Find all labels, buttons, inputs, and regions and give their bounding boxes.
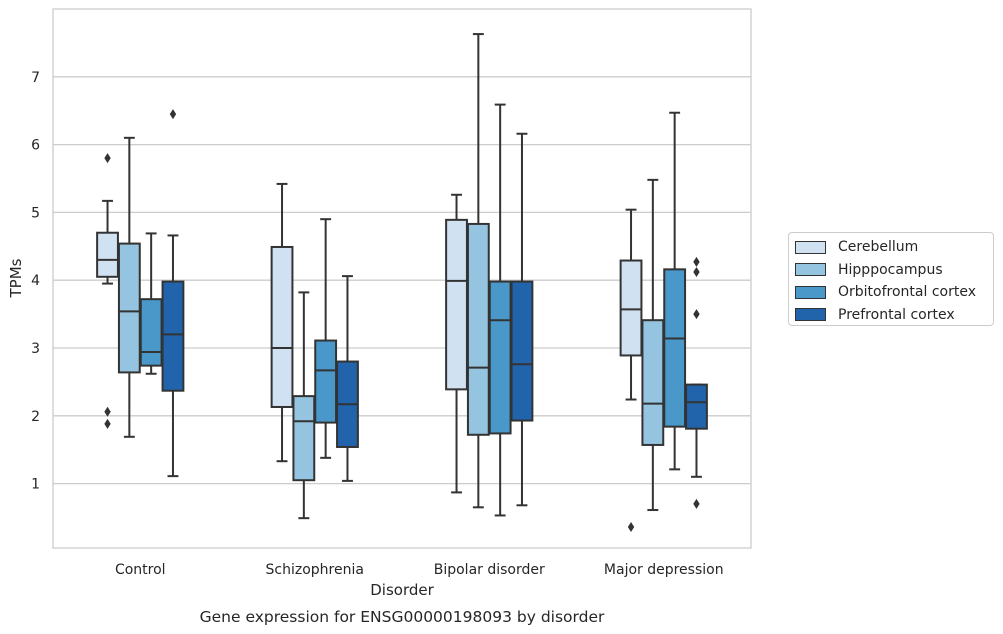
box — [445, 193, 468, 494]
box-body — [139, 298, 163, 367]
box-groups — [96, 33, 708, 532]
x-tick-label: Bipolar disorder — [434, 562, 545, 578]
box-body — [619, 259, 643, 357]
legend-label: Orbitofrontal cortex — [838, 284, 976, 301]
box — [336, 275, 359, 482]
outlier-point — [104, 153, 111, 164]
box-body — [641, 319, 665, 446]
chart-caption: Gene expression for ENSG00000198093 by d… — [200, 608, 605, 626]
x-axis-label: Disorder — [370, 581, 434, 599]
box-body — [488, 280, 512, 435]
x-tick-label: Major depression — [604, 562, 724, 578]
box-body — [314, 339, 338, 424]
legend: Cerebellum Hipppocampus Orbitofrontal cort… — [788, 232, 994, 326]
box — [161, 109, 185, 478]
box-body — [270, 245, 294, 408]
outlier-point — [693, 267, 700, 278]
box — [139, 232, 163, 375]
legend-label: Prefrontal cortex — [838, 306, 955, 323]
y-tick-label: 5 — [31, 205, 40, 221]
outlier-point — [693, 256, 700, 267]
y-tick-label: 4 — [31, 273, 40, 289]
box — [96, 153, 119, 429]
box — [466, 33, 490, 509]
legend-swatch — [795, 240, 826, 254]
box-body — [445, 218, 468, 391]
x-tick-label: Control — [115, 562, 166, 578]
box-group — [619, 111, 708, 532]
outlier-point — [693, 309, 700, 320]
box — [314, 218, 338, 459]
box-body — [161, 280, 185, 392]
box — [292, 291, 316, 520]
outlier-point — [169, 109, 177, 120]
outlier-point — [627, 521, 635, 532]
outlier-point — [104, 406, 111, 417]
y-axis-label: TPMs — [7, 258, 25, 298]
legend-swatch — [795, 263, 826, 277]
legend-item: Hipppocampus — [795, 259, 987, 282]
y-tick-label: 2 — [31, 409, 40, 425]
outlier-point — [693, 498, 700, 509]
legend-label: Hipppocampus — [838, 261, 943, 278]
y-tick-label: 7 — [31, 70, 40, 86]
box-body — [96, 231, 119, 278]
box — [488, 103, 512, 517]
box-body — [292, 395, 316, 482]
box — [641, 178, 665, 512]
box-body — [466, 222, 490, 436]
x-axis-ticks: Control Schizophrenia Bipolar disorder Majo… — [115, 562, 724, 578]
legend-swatch — [795, 308, 826, 322]
box — [510, 132, 534, 507]
outlier-point — [104, 418, 111, 429]
x-tick-label: Schizophrenia — [266, 562, 364, 578]
legend-item: Orbitofrontal cortex — [795, 281, 987, 304]
box — [685, 256, 708, 509]
y-tick-label: 3 — [31, 341, 40, 357]
legend-label: Cerebellum — [838, 239, 919, 256]
y-axis-ticks: 1 2 3 4 5 6 7 — [31, 70, 40, 493]
legend-swatch — [795, 285, 826, 299]
box-body — [685, 383, 708, 430]
box-body — [663, 268, 687, 428]
box — [117, 136, 141, 438]
legend-item: Cerebellum — [795, 236, 987, 259]
plot-frame — [52, 8, 752, 549]
box-body — [510, 280, 534, 422]
box-body — [117, 242, 141, 374]
legend-item: Prefrontal cortex — [795, 304, 987, 327]
box — [270, 182, 294, 463]
box-group — [96, 109, 185, 478]
box-group — [445, 33, 534, 517]
box — [619, 208, 643, 532]
box-group — [270, 182, 359, 520]
y-tick-label: 1 — [31, 477, 40, 493]
box — [663, 111, 687, 471]
y-tick-label: 6 — [31, 138, 40, 154]
